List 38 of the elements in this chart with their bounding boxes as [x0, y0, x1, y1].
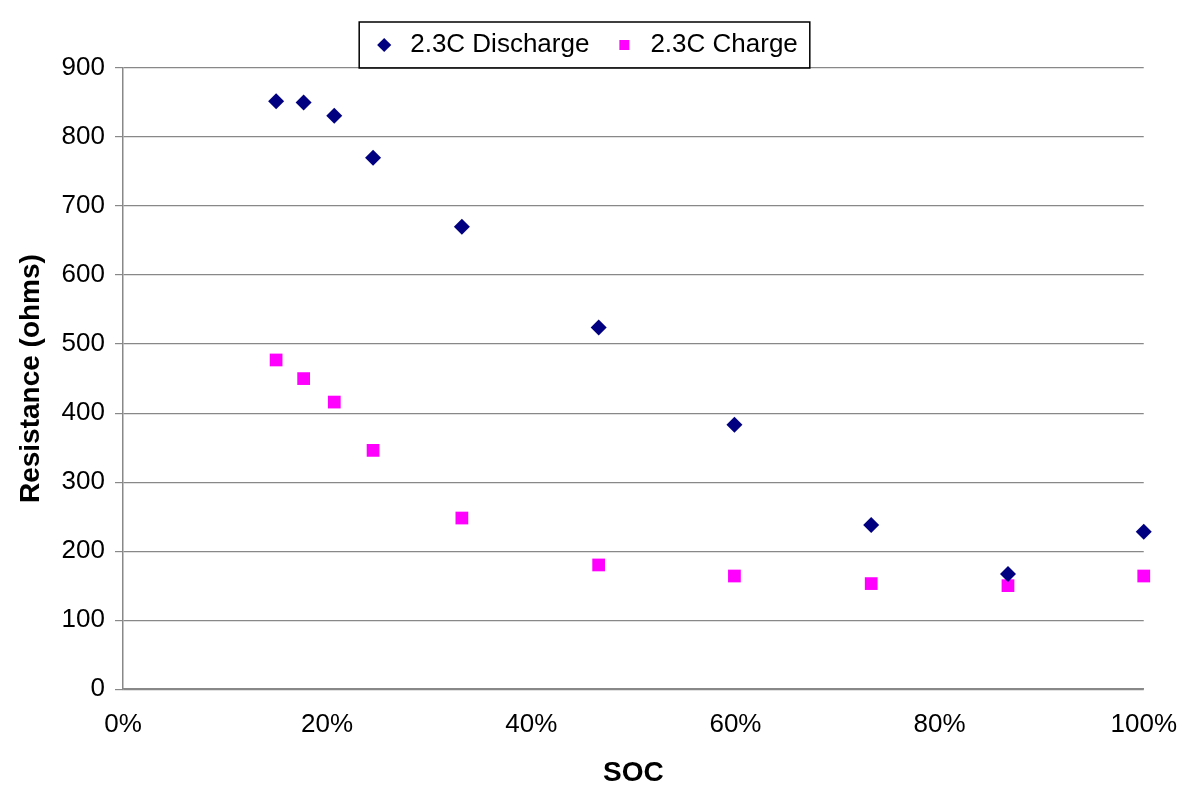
point — [999, 565, 1016, 582]
y-tick-label: 300 — [61, 465, 105, 496]
y-tick-label: 500 — [61, 327, 105, 358]
point — [726, 416, 743, 433]
y-tick-label: 400 — [61, 396, 105, 427]
x-tick-label: 0% — [104, 707, 142, 738]
x-tick-label: 80% — [913, 707, 966, 738]
x-axis-title: SOC — [603, 755, 664, 787]
point — [1137, 569, 1151, 583]
point — [453, 218, 470, 235]
y-tick-label: 600 — [61, 258, 105, 289]
point — [295, 94, 312, 111]
point — [327, 395, 341, 409]
y-tick-label: 200 — [61, 534, 105, 565]
point — [864, 577, 878, 590]
x-tick-label: 40% — [505, 707, 558, 738]
point — [590, 319, 607, 336]
point — [728, 569, 741, 583]
point — [1001, 579, 1015, 593]
x-tick-label: 20% — [301, 707, 354, 738]
point — [1135, 523, 1152, 540]
legend-label: 2.3C Discharge — [410, 28, 590, 59]
point — [365, 149, 382, 166]
y-axis-title: Resistance (ohms) — [13, 254, 45, 504]
y-tick-label: 800 — [61, 120, 105, 151]
point — [366, 444, 380, 457]
point — [268, 93, 285, 110]
x-tick-label: 60% — [709, 707, 762, 738]
y-tick-label: 0 — [90, 672, 105, 703]
x-tick-label: 100% — [1110, 707, 1177, 738]
y-tick-label: 100 — [61, 603, 105, 634]
y-tick-label: 700 — [61, 189, 105, 220]
point — [326, 107, 343, 124]
y-tick-label: 900 — [61, 51, 105, 82]
point — [592, 558, 606, 572]
legend-label: 2.3C Charge — [650, 28, 798, 59]
point — [297, 372, 311, 385]
point — [863, 516, 880, 533]
